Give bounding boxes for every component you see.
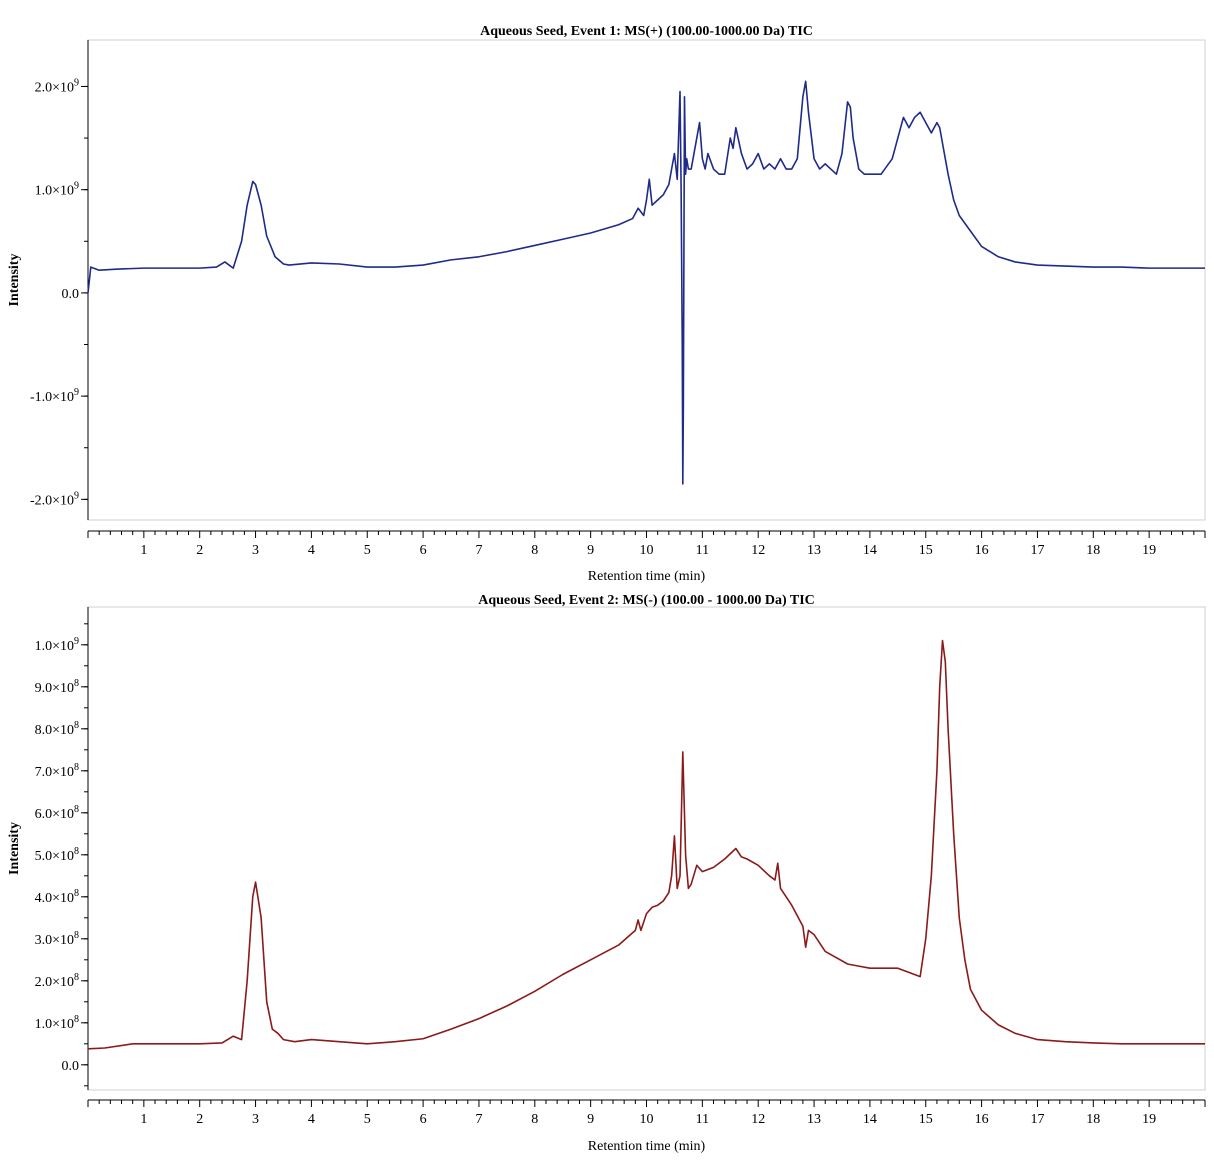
y-tick-exponent: 8	[74, 930, 79, 941]
chart-panel-ms-negative: Aqueous Seed, Event 2: MS(-) (100.00 - 1…	[7, 593, 1206, 1154]
y-tick-exponent: 8	[74, 1014, 79, 1025]
y-tick-mantissa: 0.0	[62, 1059, 80, 1074]
y-tick-exponent: 9	[74, 77, 79, 88]
x-tick-label: 12	[751, 1112, 765, 1127]
x-tick-label: 19	[1142, 1112, 1156, 1127]
y-tick-label: 0.0	[62, 1059, 80, 1074]
x-tick-label: 1	[140, 1112, 147, 1127]
x-tick-label: 14	[863, 1112, 877, 1127]
y-tick-label: -1.0×109	[30, 387, 79, 405]
y-tick-mantissa: 9.0×10	[35, 681, 74, 696]
x-tick-label: 9	[587, 543, 594, 558]
tic-trace-line	[87, 80, 1205, 485]
x-tick-label: 3	[252, 1112, 259, 1127]
x-tick-label: 14	[863, 543, 877, 558]
x-tick-label: 16	[975, 543, 989, 558]
y-tick-mantissa: 7.0×10	[35, 765, 74, 780]
x-tick-label: 6	[420, 1112, 427, 1127]
x-tick-label: 4	[308, 543, 315, 558]
y-tick-label: 8.0×108	[35, 720, 79, 738]
y-tick-mantissa: 3.0×10	[35, 933, 74, 948]
y-tick-exponent: 8	[74, 804, 79, 815]
chart-title: Aqueous Seed, Event 1: MS(+) (100.00-100…	[480, 24, 813, 39]
y-tick-label: 2.0×108	[35, 972, 79, 990]
y-axis-label: Intensity	[7, 822, 22, 875]
y-tick-mantissa: 6.0×10	[35, 807, 74, 822]
x-tick-label: 13	[807, 543, 821, 558]
x-tick-label: 13	[807, 1112, 821, 1127]
y-tick-label: 1.0×109	[35, 636, 79, 654]
y-tick-exponent: 9	[74, 636, 79, 647]
y-tick-exponent: 8	[74, 678, 79, 689]
y-tick-mantissa: 8.0×10	[35, 723, 74, 738]
x-tick-label: 11	[696, 1112, 709, 1127]
x-axis-label: Retention time (min)	[588, 1139, 706, 1154]
y-tick-exponent: 8	[74, 762, 79, 773]
x-tick-label: 18	[1086, 1112, 1100, 1127]
chart-title: Aqueous Seed, Event 2: MS(-) (100.00 - 1…	[478, 593, 815, 608]
x-tick-label: 18	[1086, 543, 1100, 558]
y-axis-label: Intensity	[7, 254, 22, 307]
x-axis-label: Retention time (min)	[588, 569, 706, 584]
y-tick-exponent: 8	[74, 720, 79, 731]
y-tick-label: 3.0×108	[35, 930, 79, 948]
x-tick-label: 11	[696, 543, 709, 558]
x-tick-label: 19	[1142, 543, 1156, 558]
x-tick-label: 10	[640, 543, 654, 558]
y-tick-label: 1.0×108	[35, 1014, 79, 1032]
x-tick-label: 15	[919, 1112, 933, 1127]
y-tick-label: 0.0	[62, 287, 80, 302]
y-tick-mantissa: 2.0×10	[35, 975, 74, 990]
y-tick-label: 5.0×108	[35, 846, 79, 864]
x-tick-label: 2	[196, 543, 203, 558]
y-tick-exponent: 9	[74, 387, 79, 398]
x-tick-label: 5	[364, 543, 371, 558]
x-tick-label: 9	[587, 1112, 594, 1127]
y-tick-exponent: 8	[74, 846, 79, 857]
x-tick-label: 8	[531, 1112, 538, 1127]
y-tick-label: 9.0×108	[35, 678, 79, 696]
plot-area-frame	[87, 606, 1206, 1091]
tic-trace-line	[87, 639, 1205, 1050]
y-tick-mantissa: 1.0×10	[35, 184, 74, 199]
plot-area-frame	[87, 39, 1206, 521]
y-tick-label: 7.0×108	[35, 762, 79, 780]
x-tick-label: 10	[640, 1112, 654, 1127]
y-tick-mantissa: -2.0×10	[30, 493, 74, 508]
y-tick-mantissa: 4.0×10	[35, 891, 74, 906]
x-tick-label: 7	[475, 1112, 482, 1127]
y-tick-exponent: 8	[74, 972, 79, 983]
x-tick-label: 17	[1030, 1112, 1044, 1127]
y-tick-mantissa: 0.0	[62, 287, 80, 302]
x-tick-label: 15	[919, 543, 933, 558]
x-tick-label: 4	[308, 1112, 315, 1127]
x-tick-label: 2	[196, 1112, 203, 1127]
y-tick-label: 6.0×108	[35, 804, 79, 822]
y-tick-mantissa: 1.0×10	[35, 639, 74, 654]
y-tick-label: 2.0×109	[35, 77, 79, 95]
y-tick-label: 1.0×109	[35, 181, 79, 199]
x-tick-label: 16	[975, 1112, 989, 1127]
y-tick-mantissa: 1.0×10	[35, 1017, 74, 1032]
y-tick-mantissa: 2.0×10	[35, 80, 74, 95]
x-tick-label: 7	[475, 543, 482, 558]
chart-panel-ms-positive: Aqueous Seed, Event 1: MS(+) (100.00-100…	[7, 24, 1206, 584]
y-tick-label: 4.0×108	[35, 888, 79, 906]
x-tick-label: 3	[252, 543, 259, 558]
x-tick-label: 1	[140, 543, 147, 558]
y-tick-exponent: 9	[74, 490, 79, 501]
x-tick-label: 6	[420, 543, 427, 558]
y-tick-exponent: 9	[74, 181, 79, 192]
x-tick-label: 8	[531, 543, 538, 558]
y-tick-mantissa: -1.0×10	[30, 390, 74, 405]
x-tick-label: 12	[751, 543, 765, 558]
y-tick-label: -2.0×109	[30, 490, 79, 508]
y-tick-mantissa: 5.0×10	[35, 849, 74, 864]
y-tick-exponent: 8	[74, 888, 79, 899]
x-tick-label: 17	[1030, 543, 1044, 558]
x-tick-label: 5	[364, 1112, 371, 1127]
